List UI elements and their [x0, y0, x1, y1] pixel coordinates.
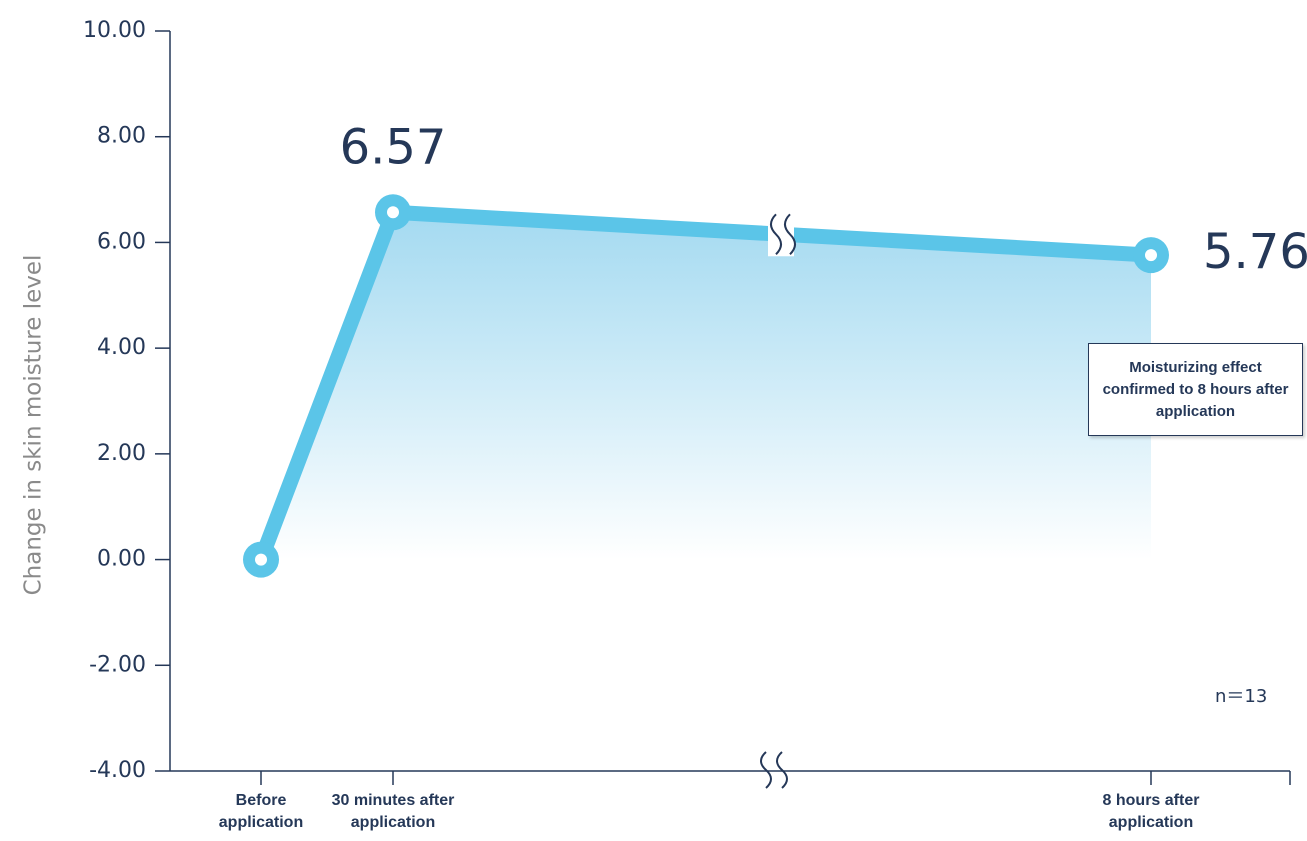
- axis-break: [760, 751, 788, 789]
- sample-size-note: n＝13: [1215, 686, 1268, 707]
- axis-break: [770, 213, 796, 255]
- x-tick-label: Before application: [218, 792, 304, 831]
- axis-break-stroke: [784, 213, 796, 255]
- y-axis-label: Change in skin moisture level: [21, 255, 47, 596]
- y-tick-label: 0.00: [97, 547, 146, 572]
- y-tick-label: 2.00: [97, 441, 146, 466]
- axis-break-stroke: [770, 213, 782, 255]
- y-tick-label: -2.00: [89, 652, 146, 677]
- x-tick-label: 30 minutes after application: [331, 792, 455, 831]
- point-center: [1145, 249, 1157, 262]
- annotation-box: Moisturizing effect confirmed to 8 hours…: [1088, 343, 1303, 436]
- y-tick-label: 8.00: [97, 124, 146, 149]
- point-center: [255, 553, 267, 566]
- point-center: [387, 206, 399, 219]
- y-tick-label: -4.00: [89, 758, 146, 783]
- y-tick-label: 10.00: [83, 18, 146, 43]
- value-label: 5.76: [1203, 224, 1307, 280]
- value-label: 6.57: [340, 119, 447, 175]
- y-tick-label: 4.00: [97, 335, 146, 360]
- area: [261, 212, 1151, 560]
- x-tick-label: 8 hours after application: [1102, 792, 1200, 831]
- y-tick-label: 6.00: [97, 229, 146, 254]
